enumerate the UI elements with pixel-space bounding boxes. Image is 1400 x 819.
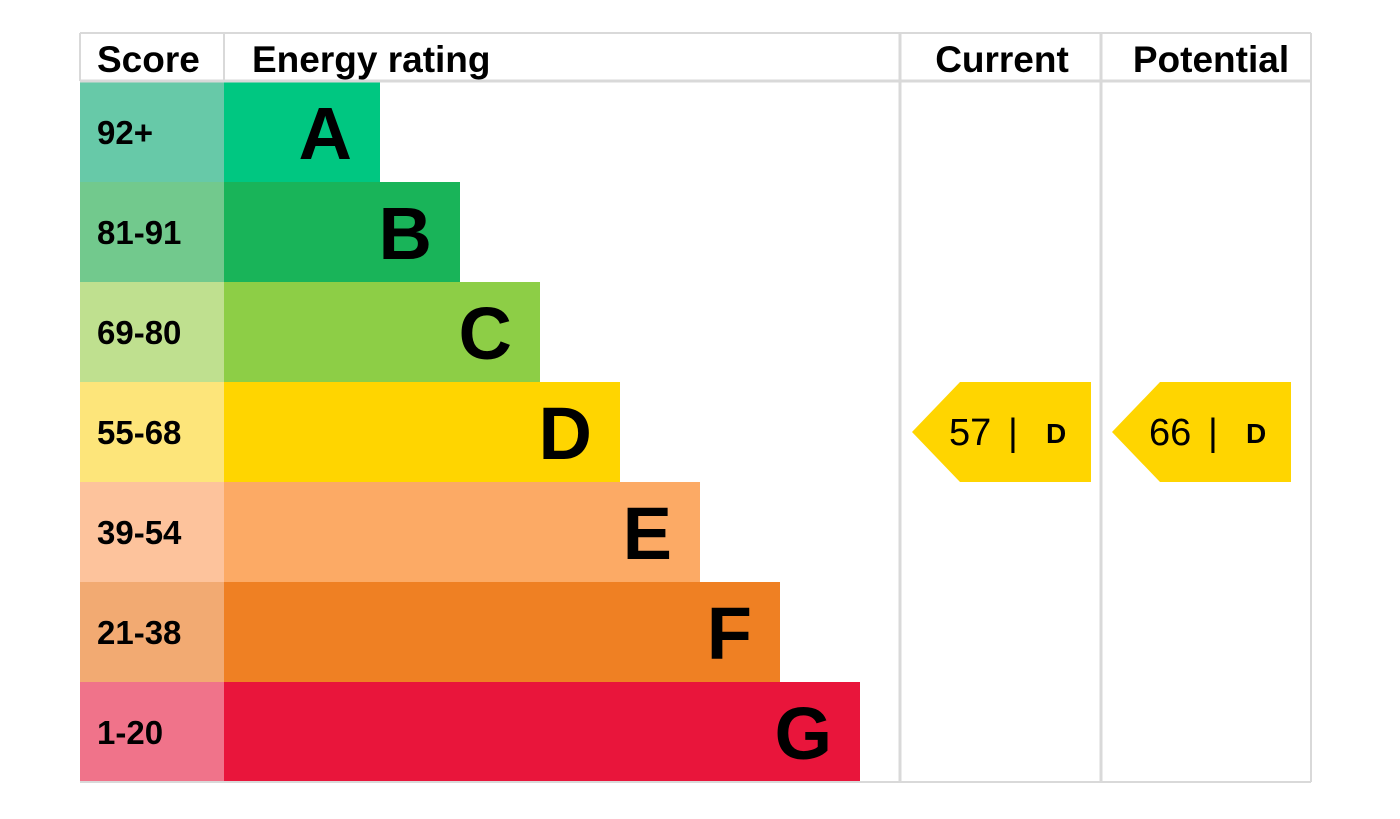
rating-letter-g: G	[774, 692, 832, 775]
potential-rating-separator: |	[1208, 412, 1218, 454]
score-cell-g	[80, 682, 224, 782]
score-cell-a	[80, 82, 224, 182]
score-range-a: 92+	[97, 114, 153, 151]
score-cell-d	[80, 382, 224, 482]
current-rating-letter: D	[1046, 418, 1066, 449]
score-range-b: 81-91	[97, 214, 181, 251]
rating-bar-c	[224, 282, 540, 382]
rating-bar-f	[224, 582, 780, 682]
score-cell-f	[80, 582, 224, 682]
rating-letter-d: D	[539, 392, 592, 475]
potential-rating-letter: D	[1246, 418, 1266, 449]
rating-bar-a	[224, 82, 380, 182]
current-rating-separator: |	[1008, 412, 1018, 454]
rating-bar-b	[224, 182, 460, 282]
score-cell-e	[80, 482, 224, 582]
rating-bands: 92+ A 81-91 B 69-80 C 55-68 D 39-54 E 21-38 F 1-20 G	[80, 82, 860, 782]
score-range-g: 1-20	[97, 714, 163, 751]
rating-letter-e: E	[623, 492, 672, 575]
score-range-c: 69-80	[97, 314, 181, 351]
rating-bar-d	[224, 382, 620, 482]
rating-letter-b: B	[379, 192, 432, 275]
energy-rating-header: Energy rating	[252, 39, 491, 80]
table-grid	[79, 32, 1312, 783]
score-header: Score	[97, 39, 200, 80]
potential-rating-value: 66	[1149, 412, 1191, 454]
current-header: Current	[935, 39, 1069, 80]
score-cell-b	[80, 182, 224, 282]
score-range-f: 21-38	[97, 614, 181, 651]
rating-letter-f: F	[707, 592, 752, 675]
rating-bar-e	[224, 482, 700, 582]
score-range-e: 39-54	[97, 514, 182, 551]
potential-header: Potential	[1133, 39, 1289, 80]
rating-letter-a: A	[299, 92, 352, 175]
rating-letter-c: C	[459, 292, 512, 375]
rating-tags: 57 | D 66 | D	[912, 382, 1291, 482]
score-cell-c	[80, 282, 224, 382]
potential-rating-arrow	[1112, 382, 1291, 482]
rating-bar-g	[224, 682, 860, 782]
current-rating-arrow	[912, 382, 1091, 482]
current-rating-value: 57	[949, 412, 991, 454]
score-range-d: 55-68	[97, 414, 181, 451]
